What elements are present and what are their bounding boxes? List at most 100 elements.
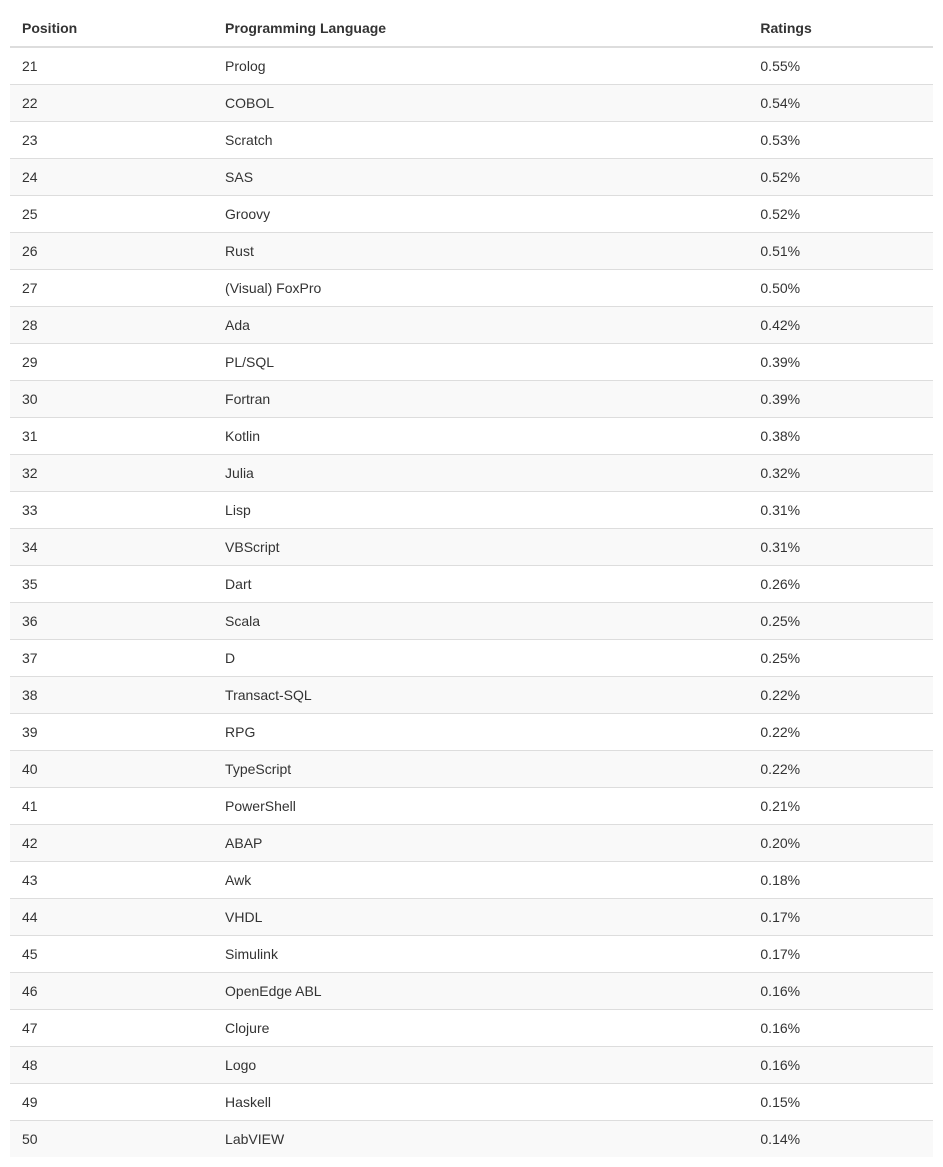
table-row: 29PL/SQL0.39% (10, 344, 933, 381)
cell-position: 31 (10, 418, 213, 455)
cell-language: SAS (213, 159, 748, 196)
cell-language: Dart (213, 566, 748, 603)
table-row: 33Lisp0.31% (10, 492, 933, 529)
cell-ratings: 0.25% (748, 640, 933, 677)
cell-language: Clojure (213, 1010, 748, 1047)
table-row: 42ABAP0.20% (10, 825, 933, 862)
cell-language: VBScript (213, 529, 748, 566)
cell-language: Awk (213, 862, 748, 899)
cell-ratings: 0.25% (748, 603, 933, 640)
cell-ratings: 0.20% (748, 825, 933, 862)
cell-position: 42 (10, 825, 213, 862)
cell-ratings: 0.53% (748, 122, 933, 159)
cell-language: PowerShell (213, 788, 748, 825)
cell-language: Scala (213, 603, 748, 640)
cell-language: ABAP (213, 825, 748, 862)
table-row: 27(Visual) FoxPro0.50% (10, 270, 933, 307)
cell-position: 43 (10, 862, 213, 899)
cell-position: 27 (10, 270, 213, 307)
cell-language: Transact-SQL (213, 677, 748, 714)
cell-language: Fortran (213, 381, 748, 418)
cell-language: LabVIEW (213, 1121, 748, 1158)
cell-ratings: 0.16% (748, 973, 933, 1010)
cell-language: Simulink (213, 936, 748, 973)
table-row: 44VHDL0.17% (10, 899, 933, 936)
cell-language: Kotlin (213, 418, 748, 455)
table-row: 32Julia0.32% (10, 455, 933, 492)
cell-ratings: 0.31% (748, 492, 933, 529)
cell-ratings: 0.26% (748, 566, 933, 603)
cell-position: 34 (10, 529, 213, 566)
cell-position: 41 (10, 788, 213, 825)
cell-position: 44 (10, 899, 213, 936)
cell-position: 48 (10, 1047, 213, 1084)
table-row: 50LabVIEW0.14% (10, 1121, 933, 1158)
cell-language: Haskell (213, 1084, 748, 1121)
cell-ratings: 0.16% (748, 1010, 933, 1047)
cell-position: 24 (10, 159, 213, 196)
cell-position: 30 (10, 381, 213, 418)
table-row: 45Simulink0.17% (10, 936, 933, 973)
table-row: 25Groovy0.52% (10, 196, 933, 233)
cell-position: 33 (10, 492, 213, 529)
table-row: 35Dart0.26% (10, 566, 933, 603)
cell-position: 36 (10, 603, 213, 640)
cell-position: 47 (10, 1010, 213, 1047)
table-row: 26Rust0.51% (10, 233, 933, 270)
table-row: 40TypeScript0.22% (10, 751, 933, 788)
cell-position: 23 (10, 122, 213, 159)
column-header-position: Position (10, 10, 213, 47)
cell-ratings: 0.32% (748, 455, 933, 492)
cell-ratings: 0.38% (748, 418, 933, 455)
cell-language: VHDL (213, 899, 748, 936)
table-row: 23Scratch0.53% (10, 122, 933, 159)
cell-ratings: 0.52% (748, 159, 933, 196)
table-row: 43Awk0.18% (10, 862, 933, 899)
cell-position: 28 (10, 307, 213, 344)
table-row: 48Logo0.16% (10, 1047, 933, 1084)
cell-ratings: 0.17% (748, 936, 933, 973)
cell-ratings: 0.52% (748, 196, 933, 233)
table-row: 22COBOL0.54% (10, 85, 933, 122)
cell-ratings: 0.22% (748, 751, 933, 788)
cell-language: Logo (213, 1047, 748, 1084)
cell-position: 39 (10, 714, 213, 751)
cell-language: D (213, 640, 748, 677)
cell-language: TypeScript (213, 751, 748, 788)
cell-ratings: 0.55% (748, 47, 933, 85)
cell-position: 29 (10, 344, 213, 381)
cell-language: COBOL (213, 85, 748, 122)
cell-language: RPG (213, 714, 748, 751)
cell-position: 22 (10, 85, 213, 122)
cell-language: Ada (213, 307, 748, 344)
cell-ratings: 0.17% (748, 899, 933, 936)
cell-ratings: 0.16% (748, 1047, 933, 1084)
table-row: 28Ada0.42% (10, 307, 933, 344)
table-row: 39RPG0.22% (10, 714, 933, 751)
cell-position: 21 (10, 47, 213, 85)
cell-language: Rust (213, 233, 748, 270)
table-row: 46OpenEdge ABL0.16% (10, 973, 933, 1010)
table-row: 34VBScript0.31% (10, 529, 933, 566)
cell-language: Julia (213, 455, 748, 492)
cell-ratings: 0.42% (748, 307, 933, 344)
table-row: 21Prolog0.55% (10, 47, 933, 85)
cell-ratings: 0.39% (748, 381, 933, 418)
cell-language: Scratch (213, 122, 748, 159)
table-row: 41PowerShell0.21% (10, 788, 933, 825)
cell-ratings: 0.31% (748, 529, 933, 566)
table-row: 30Fortran0.39% (10, 381, 933, 418)
cell-ratings: 0.51% (748, 233, 933, 270)
cell-language: OpenEdge ABL (213, 973, 748, 1010)
cell-ratings: 0.39% (748, 344, 933, 381)
cell-language: PL/SQL (213, 344, 748, 381)
cell-ratings: 0.50% (748, 270, 933, 307)
cell-ratings: 0.18% (748, 862, 933, 899)
cell-ratings: 0.22% (748, 677, 933, 714)
column-header-language: Programming Language (213, 10, 748, 47)
language-rankings-table: Position Programming Language Ratings 21… (10, 10, 933, 1157)
column-header-ratings: Ratings (748, 10, 933, 47)
cell-language: Groovy (213, 196, 748, 233)
cell-ratings: 0.14% (748, 1121, 933, 1158)
table-row: 31Kotlin0.38% (10, 418, 933, 455)
